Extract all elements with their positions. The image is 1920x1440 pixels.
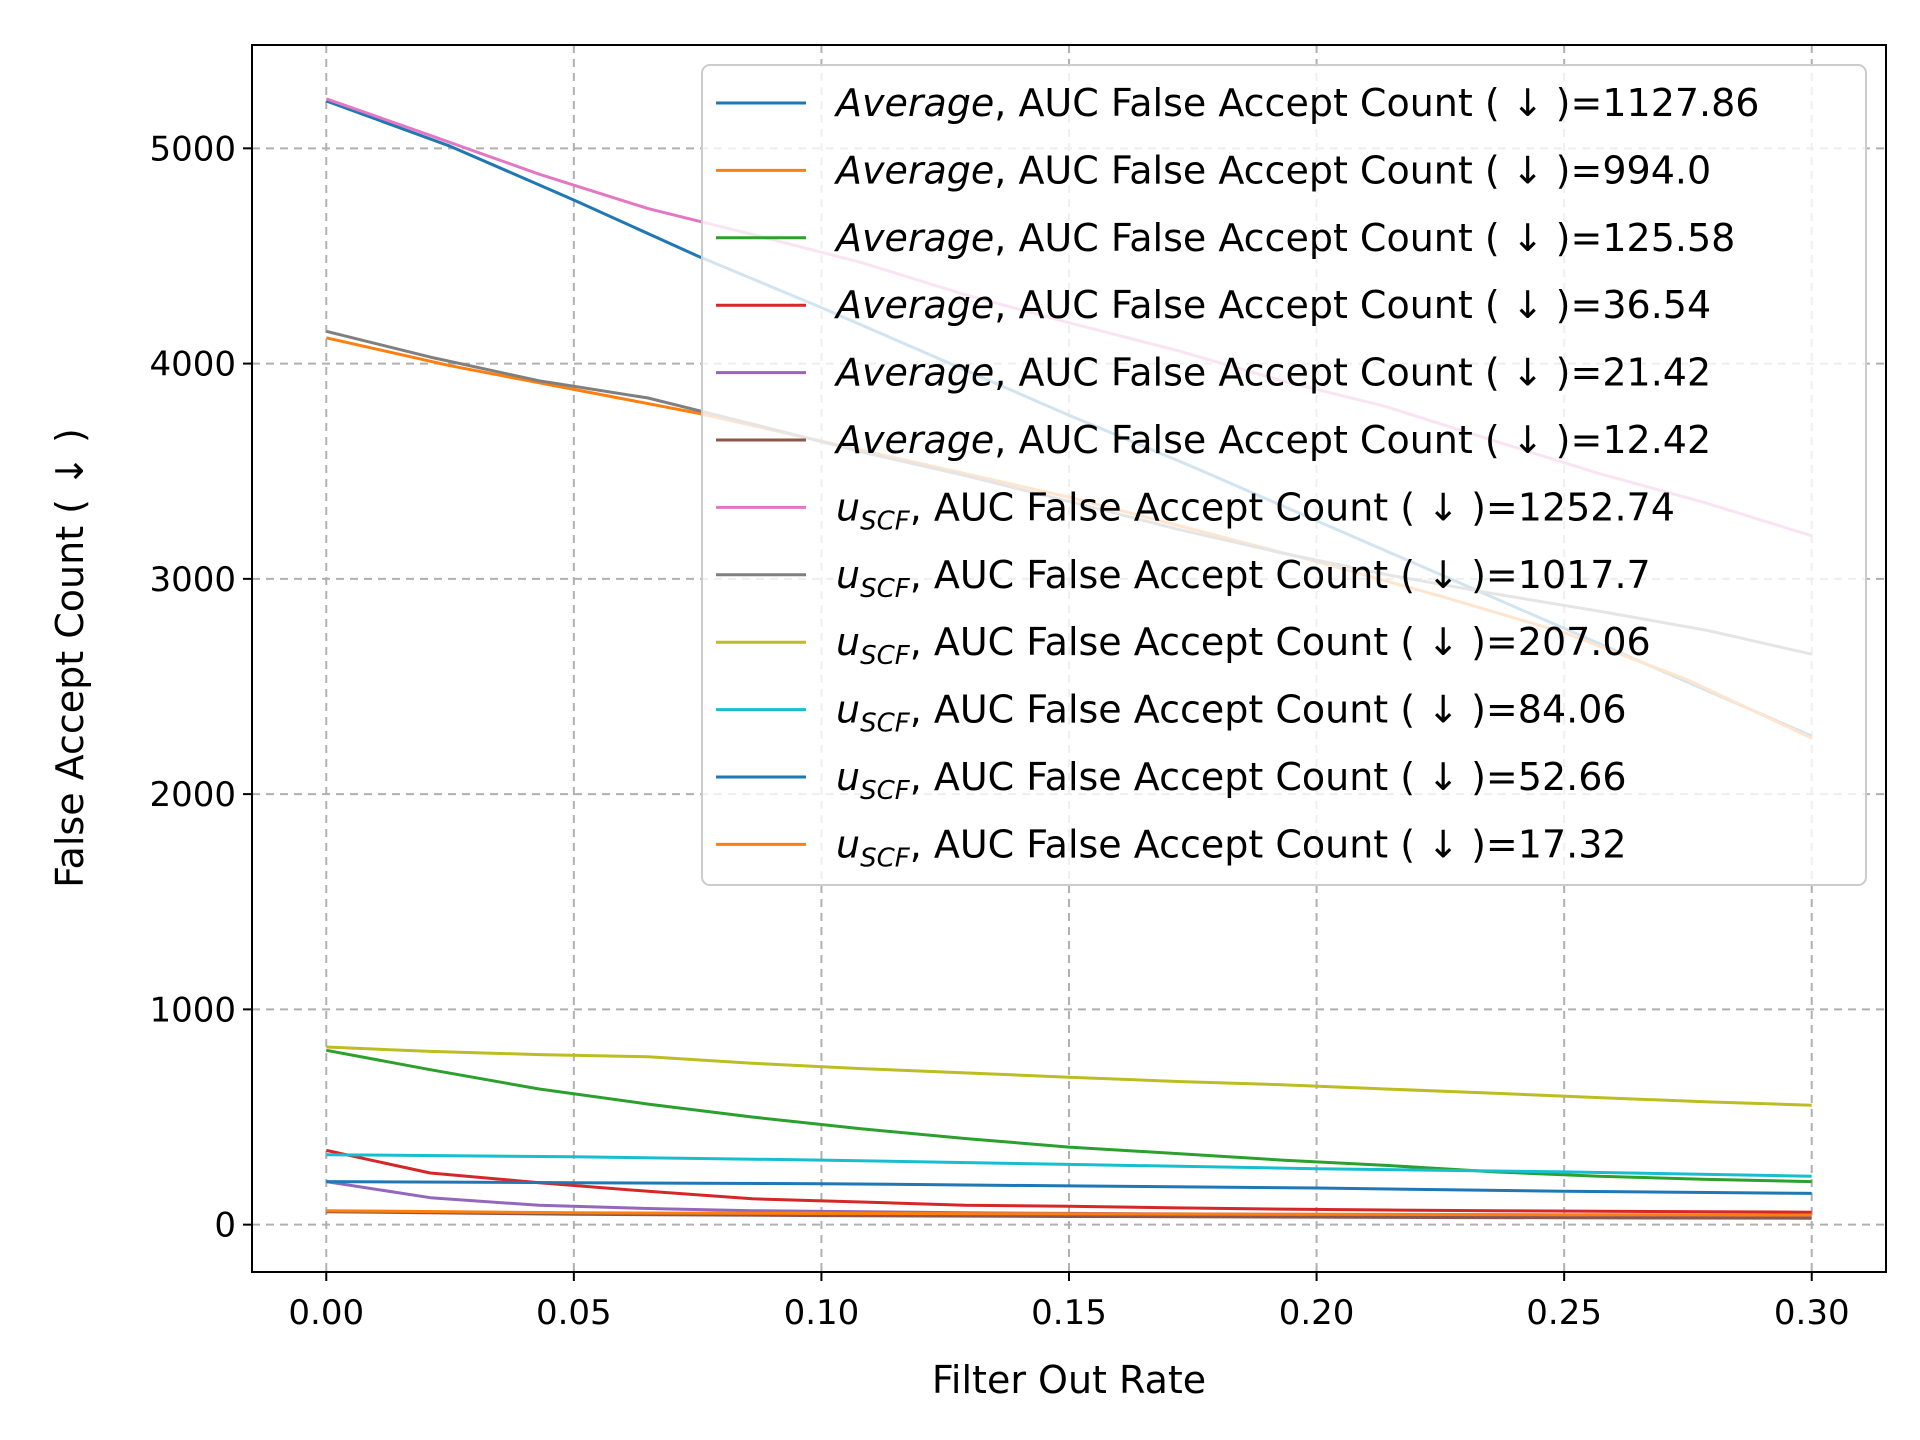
legend-label-prefix: Average (833, 283, 994, 327)
legend-entry: uSCF, AUC False Accept Count ( ↓ )=1017.… (716, 553, 1651, 604)
legend-label: Average, AUC False Accept Count ( ↓ )=99… (833, 148, 1711, 192)
legend-label: uSCF, AUC False Accept Count ( ↓ )=84.06 (836, 688, 1627, 739)
legend-entry: uSCF, AUC False Accept Count ( ↓ )=207.0… (716, 620, 1651, 671)
legend-label: Average, AUC False Accept Count ( ↓ )=12… (833, 216, 1735, 260)
legend-label: uSCF, AUC False Accept Count ( ↓ )=52.66 (836, 755, 1627, 806)
x-tick-label: 0.15 (1031, 1293, 1107, 1333)
y-tick-label: 5000 (149, 129, 236, 169)
legend-label-text: , AUC False Accept Count ( ↓ )=1017.7 (910, 553, 1651, 597)
series-line (326, 1048, 1812, 1184)
legend-label-text: , AUC False Accept Count ( ↓ )=84.06 (910, 688, 1627, 732)
x-tick-label: 0.10 (784, 1293, 860, 1333)
legend-label-subscript: SCF (860, 709, 911, 739)
legend-label-text: , AUC False Accept Count ( ↓ )=125.58 (994, 216, 1735, 260)
legend-label-prefix: Average (833, 351, 994, 395)
legend-label: uSCF, AUC False Accept Count ( ↓ )=1252.… (836, 485, 1675, 536)
legend-entry: uSCF, AUC False Accept Count ( ↓ )=52.66 (716, 755, 1627, 806)
legend-label-prefix: u (836, 620, 860, 664)
y-tick-label: 2000 (149, 775, 236, 815)
x-tick-label: 0.30 (1774, 1293, 1850, 1333)
legend-box (701, 64, 1867, 886)
legend-entry: Average, AUC False Accept Count ( ↓ )=21… (716, 351, 1711, 395)
legend-label-subscript: SCF (860, 641, 911, 671)
legend-label: Average, AUC False Accept Count ( ↓ )=21… (833, 351, 1711, 395)
legend-entry: uSCF, AUC False Accept Count ( ↓ )=17.32 (716, 822, 1627, 873)
x-tick-label: 0.05 (536, 1293, 612, 1333)
legend-label: uSCF, AUC False Accept Count ( ↓ )=17.32 (836, 822, 1627, 873)
x-tick-label: 0.00 (288, 1293, 364, 1333)
series-line (326, 1045, 1812, 1107)
legend-label-text: , AUC False Accept Count ( ↓ )=1252.74 (910, 485, 1675, 529)
y-tick-label: 4000 (149, 345, 236, 385)
y-tick-label: 3000 (149, 560, 236, 600)
legend-label: uSCF, AUC False Accept Count ( ↓ )=207.0… (836, 620, 1651, 671)
legend-label: uSCF, AUC False Accept Count ( ↓ )=1017.… (836, 553, 1651, 604)
legend-entry: Average, AUC False Accept Count ( ↓ )=12… (716, 418, 1711, 462)
legend-entry: Average, AUC False Accept Count ( ↓ )=11… (716, 81, 1759, 125)
legend-label-text: , AUC False Accept Count ( ↓ )=36.54 (994, 283, 1711, 327)
y-axis: 0 1000 2000 3000 4000 5000 (149, 129, 252, 1246)
legend-label-prefix: Average (833, 81, 994, 125)
legend-label: Average, AUC False Accept Count ( ↓ )=12… (833, 418, 1711, 462)
legend-label-prefix: Average (833, 148, 994, 192)
legend-entry: Average, AUC False Accept Count ( ↓ )=12… (716, 216, 1735, 260)
x-tick-label: 0.20 (1279, 1293, 1355, 1333)
legend-label-subscript: SCF (860, 843, 911, 873)
legend-label-prefix: Average (833, 418, 994, 462)
legend-label-subscript: SCF (860, 776, 911, 806)
legend: Average, AUC False Accept Count ( ↓ )=11… (701, 64, 1867, 886)
legend-label-text: , AUC False Accept Count ( ↓ )=21.42 (994, 351, 1711, 395)
legend-label: Average, AUC False Accept Count ( ↓ )=36… (833, 283, 1711, 327)
legend-label: Average, AUC False Accept Count ( ↓ )=11… (833, 81, 1759, 125)
legend-entry: Average, AUC False Accept Count ( ↓ )=36… (716, 283, 1711, 327)
x-axis-label: Filter Out Rate (932, 1358, 1206, 1402)
legend-label-text: , AUC False Accept Count ( ↓ )=1127.86 (994, 81, 1759, 125)
x-axis: 0.00 0.05 0.10 0.15 0.20 0.25 0.30 (288, 1272, 1850, 1333)
legend-label-prefix: u (836, 688, 860, 732)
y-tick-label: 0 (214, 1206, 236, 1246)
series-line (326, 1209, 1812, 1217)
legend-label-prefix: u (836, 485, 860, 529)
legend-label-subscript: SCF (860, 506, 911, 536)
legend-label-text: , AUC False Accept Count ( ↓ )=12.42 (994, 418, 1711, 462)
legend-label-text: , AUC False Accept Count ( ↓ )=207.06 (910, 620, 1651, 664)
legend-label-text: , AUC False Accept Count ( ↓ )=994.0 (994, 148, 1711, 192)
series-line (325, 1148, 1812, 1214)
series-line (326, 1180, 1812, 1195)
y-tick-label: 1000 (149, 990, 236, 1030)
legend-label-subscript: SCF (860, 574, 911, 604)
legend-label-text: , AUC False Accept Count ( ↓ )=52.66 (910, 755, 1627, 799)
y-axis-label: False Accept Count ( ↓ ) (48, 428, 92, 888)
legend-label-prefix: u (836, 755, 860, 799)
legend-label-prefix: u (836, 553, 860, 597)
legend-label-text: , AUC False Accept Count ( ↓ )=17.32 (910, 822, 1627, 866)
legend-label-prefix: u (836, 822, 860, 866)
legend-entry: uSCF, AUC False Accept Count ( ↓ )=1252.… (716, 485, 1675, 536)
legend-entries: Average, AUC False Accept Count ( ↓ )=11… (716, 81, 1759, 873)
series-line (326, 1153, 1812, 1178)
legend-entry: uSCF, AUC False Accept Count ( ↓ )=84.06 (716, 688, 1627, 739)
legend-label-prefix: Average (833, 216, 994, 260)
x-tick-label: 0.25 (1526, 1293, 1602, 1333)
legend-entry: Average, AUC False Accept Count ( ↓ )=99… (716, 148, 1711, 192)
